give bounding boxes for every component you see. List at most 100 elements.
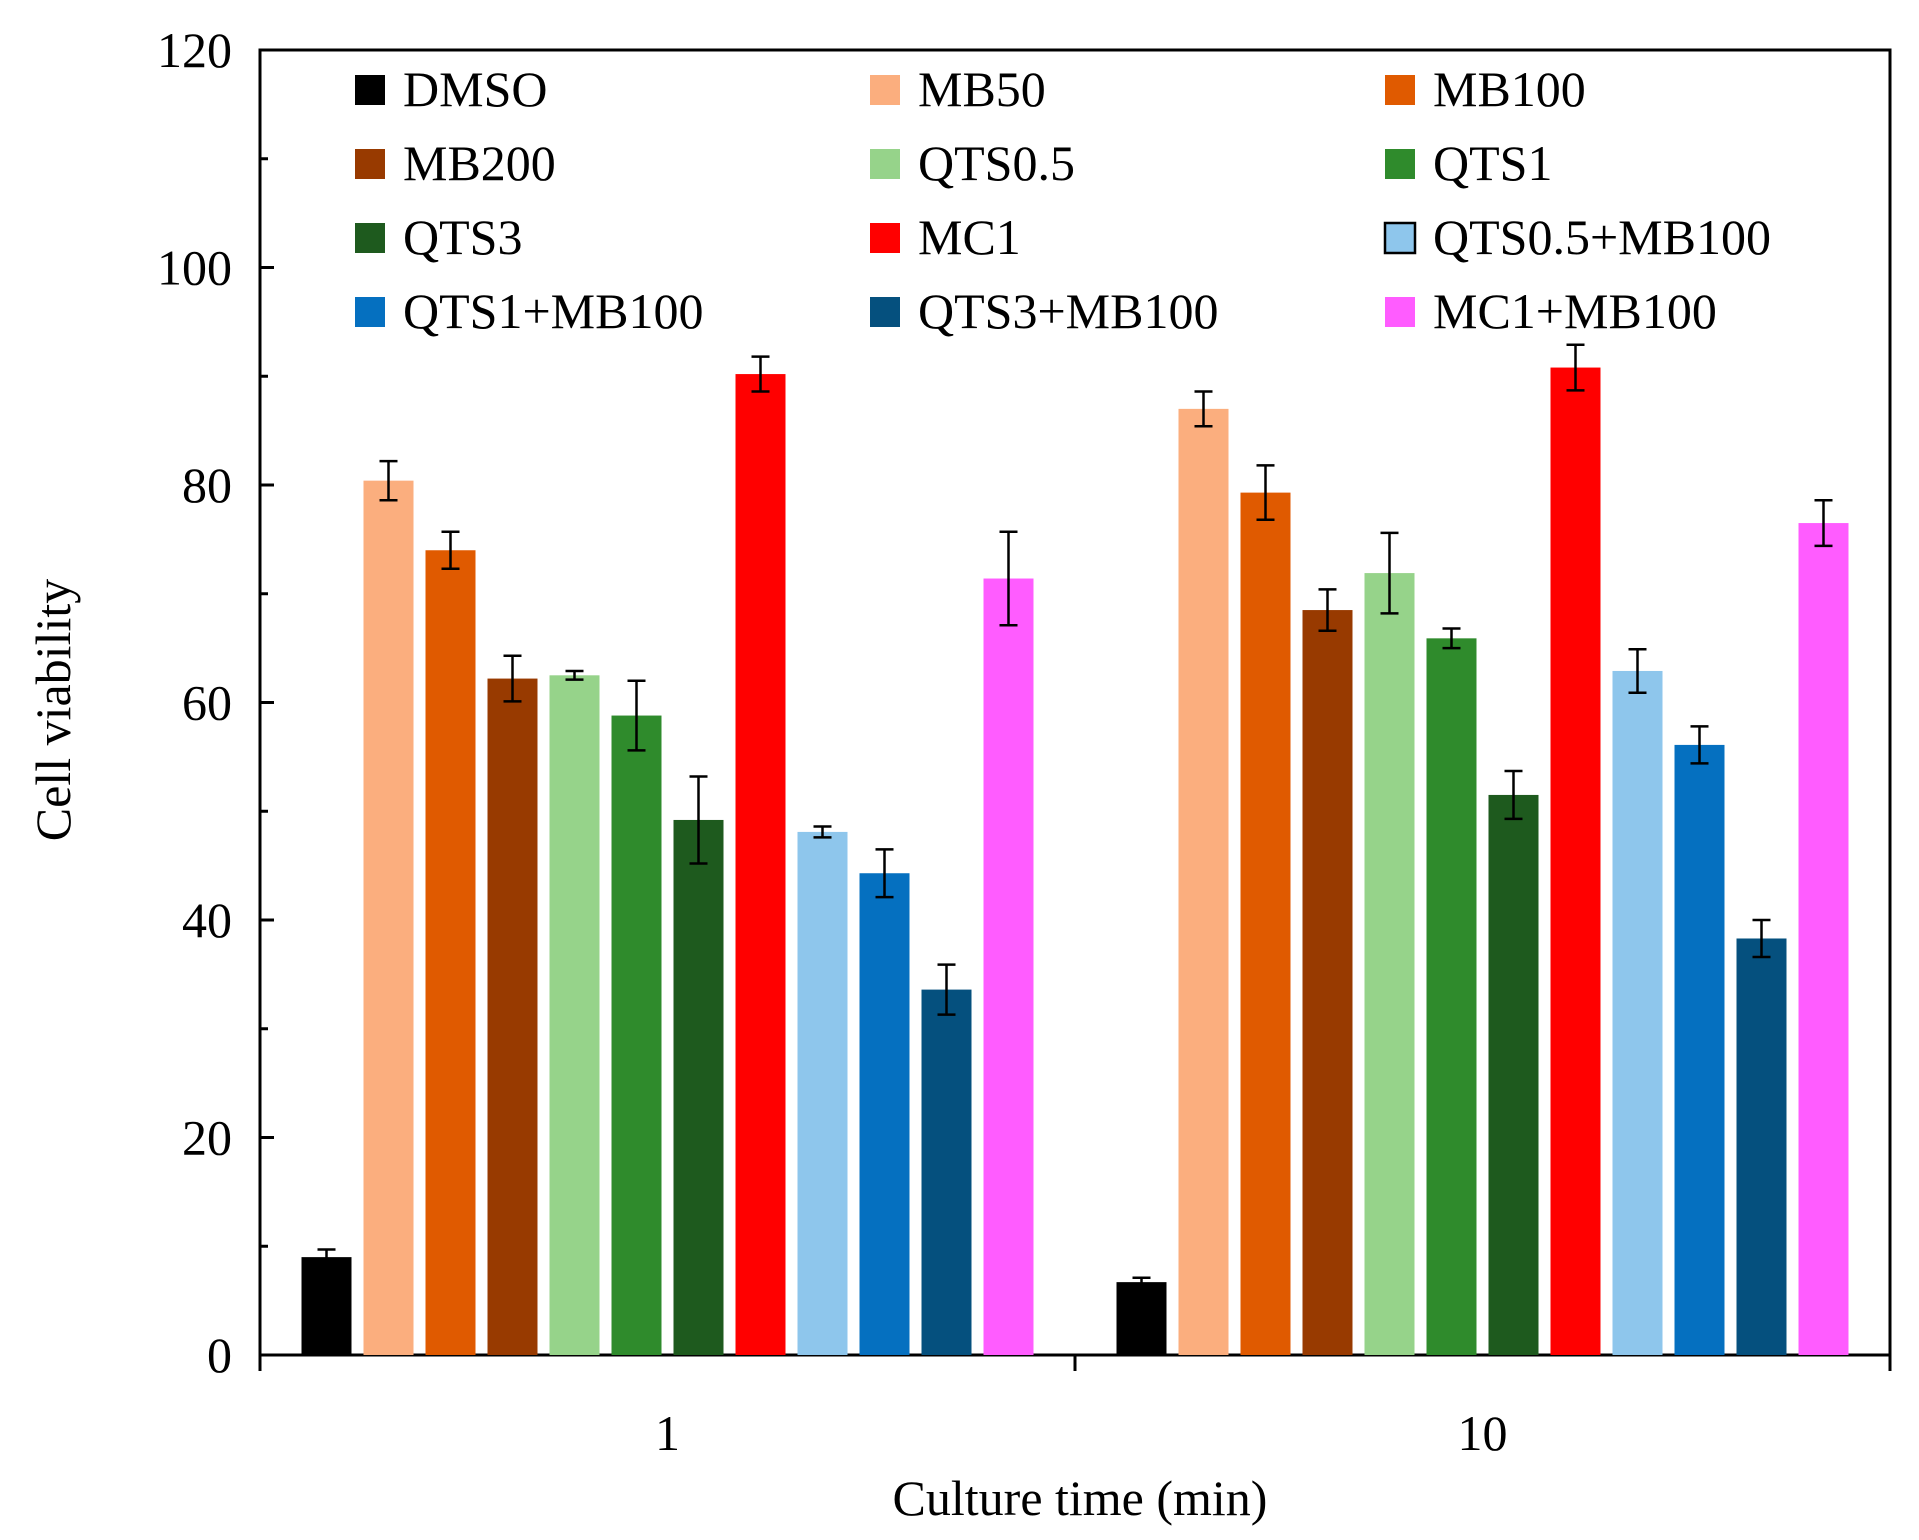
y-tick-label: 0 bbox=[207, 1327, 232, 1383]
legend-label: QTS1 bbox=[1433, 135, 1552, 191]
legend-swatch bbox=[870, 149, 900, 179]
bar-mc1-mb100-t10 bbox=[1798, 523, 1849, 1355]
y-tick-label: 20 bbox=[182, 1110, 232, 1166]
legend-item: QTS1 bbox=[1385, 135, 1552, 191]
error-bar bbox=[503, 654, 522, 703]
error-bar bbox=[937, 963, 956, 1016]
error-bar bbox=[1752, 918, 1771, 959]
error-bar bbox=[317, 1248, 336, 1266]
legend-swatch bbox=[1385, 149, 1415, 179]
y-tick-label: 80 bbox=[182, 457, 232, 513]
legend-swatch bbox=[1383, 221, 1417, 255]
bar-qts3-t1 bbox=[673, 819, 724, 1355]
legend-swatch bbox=[1385, 297, 1415, 327]
legend-label: MC1 bbox=[918, 209, 1021, 265]
bar-qts1-t10 bbox=[1426, 638, 1477, 1355]
legend-label: MB50 bbox=[918, 61, 1046, 117]
bar-dmso-t10 bbox=[1116, 1282, 1167, 1355]
bar-qts0-5-mb100-t1 bbox=[797, 831, 848, 1355]
error-bar bbox=[751, 355, 770, 393]
error-bar bbox=[1256, 464, 1275, 522]
bar-mb100-t1 bbox=[425, 550, 476, 1355]
error-bar bbox=[379, 459, 398, 502]
legend-item: MC1+MB100 bbox=[1385, 283, 1717, 339]
error-bar bbox=[1628, 647, 1647, 694]
bar-qts1-mb100-t10 bbox=[1674, 744, 1725, 1355]
legend-item: QTS0.5 bbox=[870, 135, 1075, 191]
legend-label: MB100 bbox=[1433, 61, 1586, 117]
y-tick-label: 120 bbox=[157, 22, 232, 78]
legend-label: MC1+MB100 bbox=[1433, 283, 1717, 339]
legend-label: DMSO bbox=[403, 61, 547, 117]
legend-item: DMSO bbox=[355, 61, 547, 117]
legend-swatch bbox=[355, 75, 385, 105]
legend-label: QTS0.5+MB100 bbox=[1433, 209, 1771, 265]
y-tick-label: 40 bbox=[182, 892, 232, 948]
error-bar bbox=[1814, 498, 1833, 548]
error-bar bbox=[441, 530, 460, 570]
error-bar bbox=[1132, 1276, 1151, 1288]
error-bar bbox=[565, 669, 584, 681]
bar-mb50-t1 bbox=[363, 480, 414, 1355]
legend-item: QTS1+MB100 bbox=[355, 283, 703, 339]
legend: DMSO MB50 MB100 MB200 QTS0.5 QTS1 QTS3 MC1 QTS0.… bbox=[355, 61, 1771, 339]
bar-qts0-5-t1 bbox=[549, 675, 600, 1355]
legend-label: QTS3+MB100 bbox=[918, 283, 1218, 339]
y-tick-label: 100 bbox=[157, 240, 232, 296]
legend-swatch bbox=[870, 75, 900, 105]
bar-mb200-t1 bbox=[487, 678, 538, 1355]
legend-item: MC1 bbox=[870, 209, 1021, 265]
bar-qts1-mb100-t1 bbox=[859, 873, 910, 1355]
error-bar bbox=[1194, 390, 1213, 428]
error-bar bbox=[813, 825, 832, 839]
legend-label: QTS0.5 bbox=[918, 135, 1075, 191]
error-bar bbox=[875, 848, 894, 899]
bars-group bbox=[301, 367, 1849, 1355]
bar-mb200-t10 bbox=[1302, 610, 1353, 1355]
bar-mc1-t1 bbox=[735, 374, 786, 1355]
legend-swatch bbox=[355, 149, 385, 179]
legend-item: QTS3+MB100 bbox=[870, 283, 1218, 339]
error-bar bbox=[627, 679, 646, 752]
legend-swatch bbox=[355, 223, 385, 253]
bar-mc1-t10 bbox=[1550, 367, 1601, 1355]
legend-swatch bbox=[1385, 75, 1415, 105]
bar-mb50-t10 bbox=[1178, 408, 1229, 1355]
axes-group: 0 20 40 60 80 100 120 1 10 bbox=[157, 22, 1892, 1461]
bar-qts3-mb100-t10 bbox=[1736, 938, 1787, 1355]
error-bar bbox=[1690, 725, 1709, 765]
legend-swatch bbox=[870, 297, 900, 327]
bar-qts0-5-t10 bbox=[1364, 573, 1415, 1355]
error-bar bbox=[1504, 769, 1523, 821]
x-tick-label: 1 bbox=[655, 1405, 680, 1461]
y-tick-label: 60 bbox=[182, 675, 232, 731]
error-bar bbox=[689, 775, 708, 865]
bar-qts1-t1 bbox=[611, 715, 662, 1355]
legend-item: MB100 bbox=[1385, 61, 1586, 117]
bar-qts0-5-mb100-t10 bbox=[1612, 670, 1663, 1355]
error-bars-group bbox=[317, 343, 1833, 1288]
legend-item: QTS0.5+MB100 bbox=[1383, 209, 1771, 265]
legend-item: MB200 bbox=[355, 135, 556, 191]
error-bar bbox=[1318, 588, 1337, 632]
error-bar bbox=[1566, 343, 1585, 392]
x-axis-label: Culture time (min) bbox=[893, 1470, 1268, 1526]
error-bar bbox=[999, 530, 1018, 627]
legend-item: MB50 bbox=[870, 61, 1046, 117]
bar-dmso-t1 bbox=[301, 1257, 352, 1355]
bar-mb100-t10 bbox=[1240, 492, 1291, 1355]
bar-qts3-mb100-t1 bbox=[921, 989, 972, 1355]
legend-label: QTS3 bbox=[403, 209, 522, 265]
error-bar bbox=[1442, 627, 1461, 650]
y-axis-label: Cell viability bbox=[25, 579, 81, 841]
legend-label: MB200 bbox=[403, 135, 556, 191]
bar-mc1-mb100-t1 bbox=[983, 578, 1034, 1355]
legend-swatch bbox=[355, 297, 385, 327]
legend-label: QTS1+MB100 bbox=[403, 283, 703, 339]
legend-item: QTS3 bbox=[355, 209, 522, 265]
x-tick-label: 10 bbox=[1458, 1405, 1508, 1461]
error-bar bbox=[1380, 531, 1399, 615]
legend-swatch bbox=[870, 223, 900, 253]
